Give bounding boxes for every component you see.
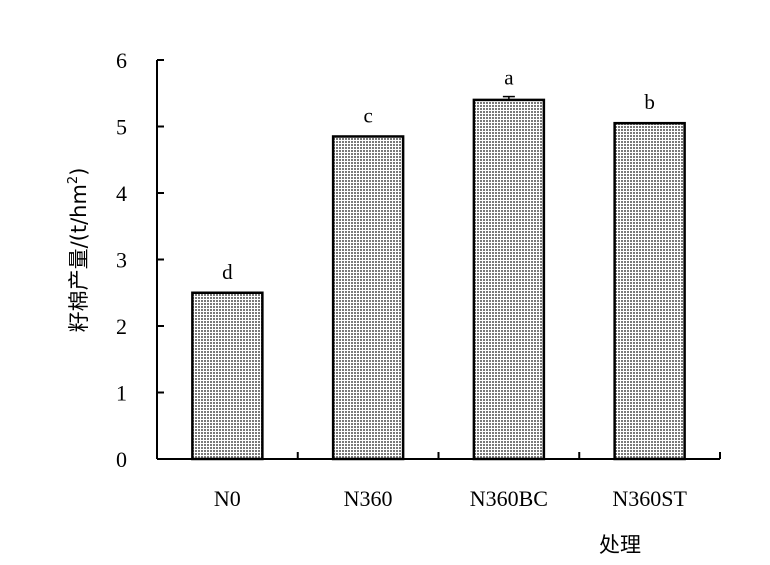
y-tick-label: 0 [116,447,127,472]
y-axis-title-close: ) [67,168,91,176]
y-axis-title: 籽棉产量/(t/hm2) [66,168,91,333]
significance-label: b [644,90,655,114]
bar-n0 [191,291,264,461]
y-axis-title-text: 籽棉产量/(t/hm [67,184,91,332]
y-tick-label: 3 [116,248,127,273]
ticks-layer [157,59,721,460]
x-tick-label: N360BC [470,486,548,511]
x-tick-label: N360 [344,486,393,511]
x-tick-label: N0 [214,486,241,511]
bar-n360 [331,135,405,461]
y-tick-label: 6 [116,48,127,73]
y-tick-label: 5 [116,115,127,140]
y-tick-label: 2 [116,314,127,339]
bar-n360st [613,121,686,461]
bars-layer [191,95,686,461]
y-axis-title-sup: 2 [66,176,81,184]
bar-n360bc [472,98,546,461]
significance-label: a [504,66,514,90]
significance-label: d [222,260,233,284]
labels-layer: 0 1 2 3 4 5 6 d N0 c N360 a N360BC b N360ST [116,48,687,511]
y-tick-label: 4 [116,181,127,206]
svg-text:籽棉产量/(t/hm2): 籽棉产量/(t/hm2) [66,168,91,333]
y-tick-label: 1 [116,381,127,406]
x-axis-title: 处理 [599,533,641,557]
significance-label: c [363,103,372,127]
x-tick-label: N360ST [612,486,687,511]
